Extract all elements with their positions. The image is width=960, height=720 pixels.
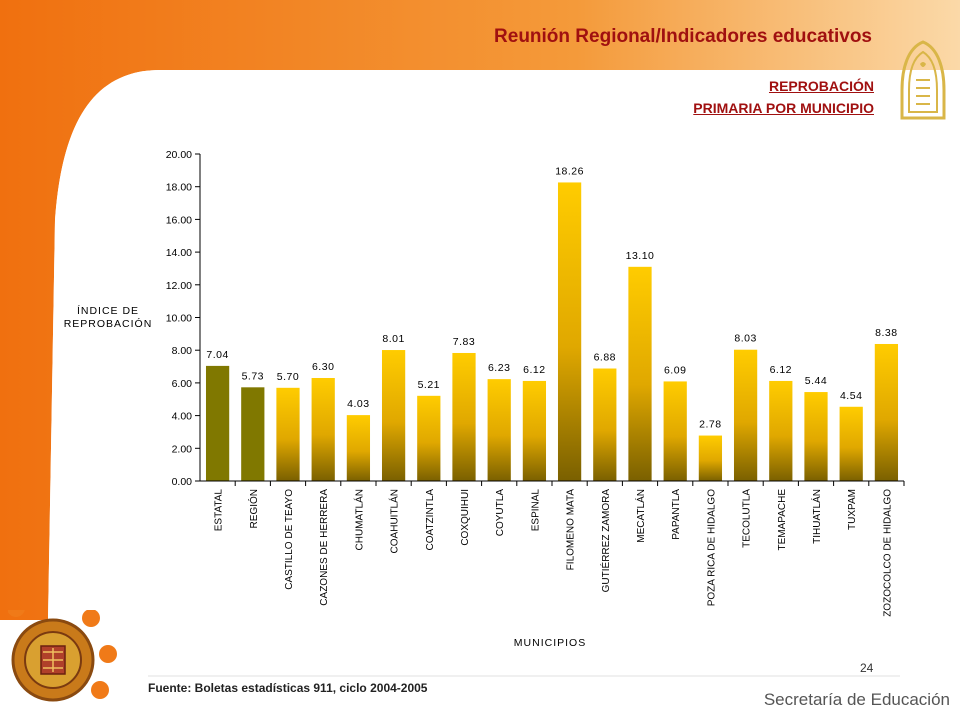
bar-value-label: 6.88 (594, 352, 616, 364)
bar (241, 387, 265, 481)
bar-value-label: 8.38 (875, 327, 897, 339)
x-tick-label: GUTIÉRREZ ZAMORA (599, 489, 612, 593)
y-axis: 0.00 2.00 4.00 6.00 8.00 10.00 12.00 14.00 16.00… (166, 149, 201, 488)
bar-value-label: 8.03 (734, 333, 756, 345)
bar-value-label: 7.83 (453, 336, 475, 348)
bar (698, 435, 723, 481)
y-tick-label: 4.00 (172, 411, 193, 423)
x-tick-label: ESTATAL (214, 489, 225, 532)
x-tick-label: COYUTLA (495, 489, 506, 537)
bar (276, 387, 300, 481)
x-tick-label: CASTILLO DE TEAYO (284, 489, 295, 590)
x-tick-label: POZA RICA DE HIDALGO (706, 489, 717, 606)
y-tick-label: 8.00 (172, 345, 193, 357)
bar-value-label: 6.23 (488, 362, 510, 374)
bar (839, 406, 863, 481)
bar (628, 266, 652, 481)
x-tick-label: COXQUIHUI (460, 489, 471, 546)
bar-value-label: 5.44 (805, 375, 827, 387)
x-tick-label: MECATLÁN (634, 489, 647, 543)
orange-frame (0, 0, 960, 620)
x-tick-label: TIHUATLÁN (810, 489, 823, 544)
x-tick-label: TUXPAM (847, 489, 858, 530)
y-tick-label: 18.00 (166, 182, 192, 194)
y-axis-label-line-2: REPROBACIÓN (64, 317, 153, 330)
bar (311, 377, 335, 481)
title-part-1: Reunión Regional (494, 26, 656, 47)
x-tick-label: CAZONES DE HERRERA (319, 489, 330, 606)
orange-dot (91, 681, 109, 699)
bar-value-label: 13.10 (626, 250, 655, 262)
bar-value-label: 6.12 (770, 364, 792, 376)
orange-dot (8, 610, 25, 617)
bar-value-label: 7.04 (206, 349, 228, 361)
bar (522, 380, 547, 481)
bar (381, 350, 406, 481)
bar-value-label: 6.09 (664, 364, 686, 376)
bar-value-label: 18.26 (555, 165, 584, 177)
bar (663, 381, 687, 481)
bar (452, 352, 476, 481)
x-tick-label: TECOLUTLA (742, 489, 753, 548)
x-tick-label: REGIÓN (247, 489, 260, 528)
y-tick-label: 12.00 (166, 280, 192, 292)
bar (557, 182, 582, 481)
bar-value-label: 6.12 (523, 364, 545, 376)
bar-series: 7.04 5.73 5.70 6.30 4.03 8.01 5.21 7.83 6.23 6.12… (205, 165, 899, 481)
x-tick-label: PAPANTLA (671, 489, 682, 540)
x-tick-label: CHUMATLÁN (352, 489, 365, 550)
ceremonial-logo-icon (900, 40, 946, 120)
page-title: Reunión Regional/Indicadores educativos (494, 26, 872, 48)
y-tick-label: 14.00 (166, 247, 192, 259)
x-axis: ESTATAL REGIÓN CASTILLO DE TEAYO CAZONES DE… (200, 480, 905, 617)
orange-dot (82, 610, 100, 627)
bar (417, 395, 441, 481)
bar (874, 343, 899, 481)
subtitle-line-1: REPROBACIÓN (768, 78, 874, 94)
bar-value-label: 5.73 (242, 370, 264, 382)
bar (205, 365, 230, 481)
bar (487, 379, 511, 481)
title-part-2: /Indicadores educativos (655, 26, 872, 47)
bar-value-label: 2.78 (699, 419, 721, 431)
x-tick-label: TEMAPACHE (777, 489, 788, 551)
bar-value-label: 8.01 (382, 333, 404, 345)
orange-dot (99, 645, 117, 663)
y-tick-label: 20.00 (166, 149, 192, 161)
y-tick-label: 6.00 (172, 378, 193, 390)
bar (769, 380, 793, 481)
bar (346, 415, 371, 481)
bar (733, 349, 758, 481)
bar (593, 368, 617, 481)
source-note: Fuente: Boletas estadísticas 911, ciclo … (148, 681, 428, 695)
y-tick-label: 2.00 (172, 443, 193, 455)
x-tick-label: ZOZOCOLCO DE HIDALGO (882, 489, 893, 617)
bar-value-label: 4.54 (840, 390, 862, 402)
y-tick-label: 0.00 (172, 476, 193, 488)
decorative-seal (8, 610, 117, 702)
y-axis-label-line-1: ÍNDICE DE (77, 304, 139, 317)
bar-value-label: 4.03 (347, 398, 369, 410)
subtitle-line-2: PRIMARIA POR MUNICIPIO (693, 100, 874, 116)
page-number: 24 (860, 661, 874, 675)
bar-value-label: 5.70 (277, 371, 299, 383)
bar (804, 392, 828, 481)
bar-value-label: 6.30 (312, 361, 334, 373)
x-tick-label: ESPINAL (530, 489, 541, 532)
x-axis-title: MUNICIPIOS (514, 637, 586, 649)
y-tick-label: 10.00 (166, 313, 192, 325)
x-tick-label: COAHUITLÁN (388, 489, 401, 553)
y-tick-label: 16.00 (166, 214, 192, 226)
brand-name: Secretaría de Educación (763, 690, 950, 709)
x-tick-label: FILOMENO MATA (566, 489, 577, 571)
bar-value-label: 5.21 (418, 379, 440, 391)
x-tick-label: COATZINTLA (425, 489, 436, 551)
